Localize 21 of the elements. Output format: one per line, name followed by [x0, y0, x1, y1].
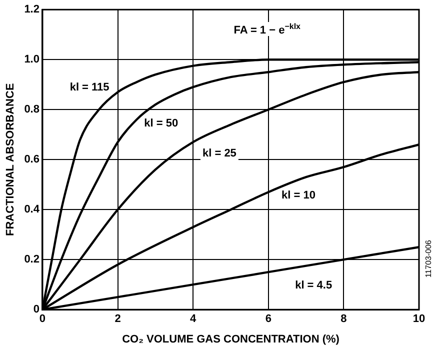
y-tick-label: 1.2 — [24, 4, 40, 16]
series-label: kl = 10 — [282, 190, 316, 202]
y-tick-label: 0.6 — [24, 154, 40, 166]
y-axis-title: FRACTIONAL ABSORBANCE — [4, 83, 17, 236]
y-tick-label: 0 — [33, 304, 40, 316]
annotation: FA = 1 − e$^{−klx}$ — [230, 22, 304, 36]
y-tick-label: 1.0 — [24, 54, 40, 66]
x-tick-label: 2 — [114, 313, 121, 326]
x-tick-label: 6 — [265, 313, 272, 326]
series-label: kl = 50 — [144, 118, 178, 130]
series-label: kl = 115 — [70, 82, 110, 94]
x-tick-label: 10 — [412, 313, 426, 326]
text: 11703-006 — [424, 240, 433, 278]
y-tick-label: 0.8 — [24, 104, 40, 116]
series-label: kl = 4.5 — [295, 280, 332, 292]
series-label: kl = 25 — [202, 148, 236, 160]
x-tick-label: 4 — [190, 313, 198, 326]
x-tick-label: 8 — [340, 313, 347, 326]
x-axis-title: CO₂ VOLUME GAS CONCENTRATION (%) — [122, 333, 340, 346]
y-tick-label: 0.4 — [24, 204, 40, 216]
y-tick-label: 0.2 — [24, 254, 40, 266]
